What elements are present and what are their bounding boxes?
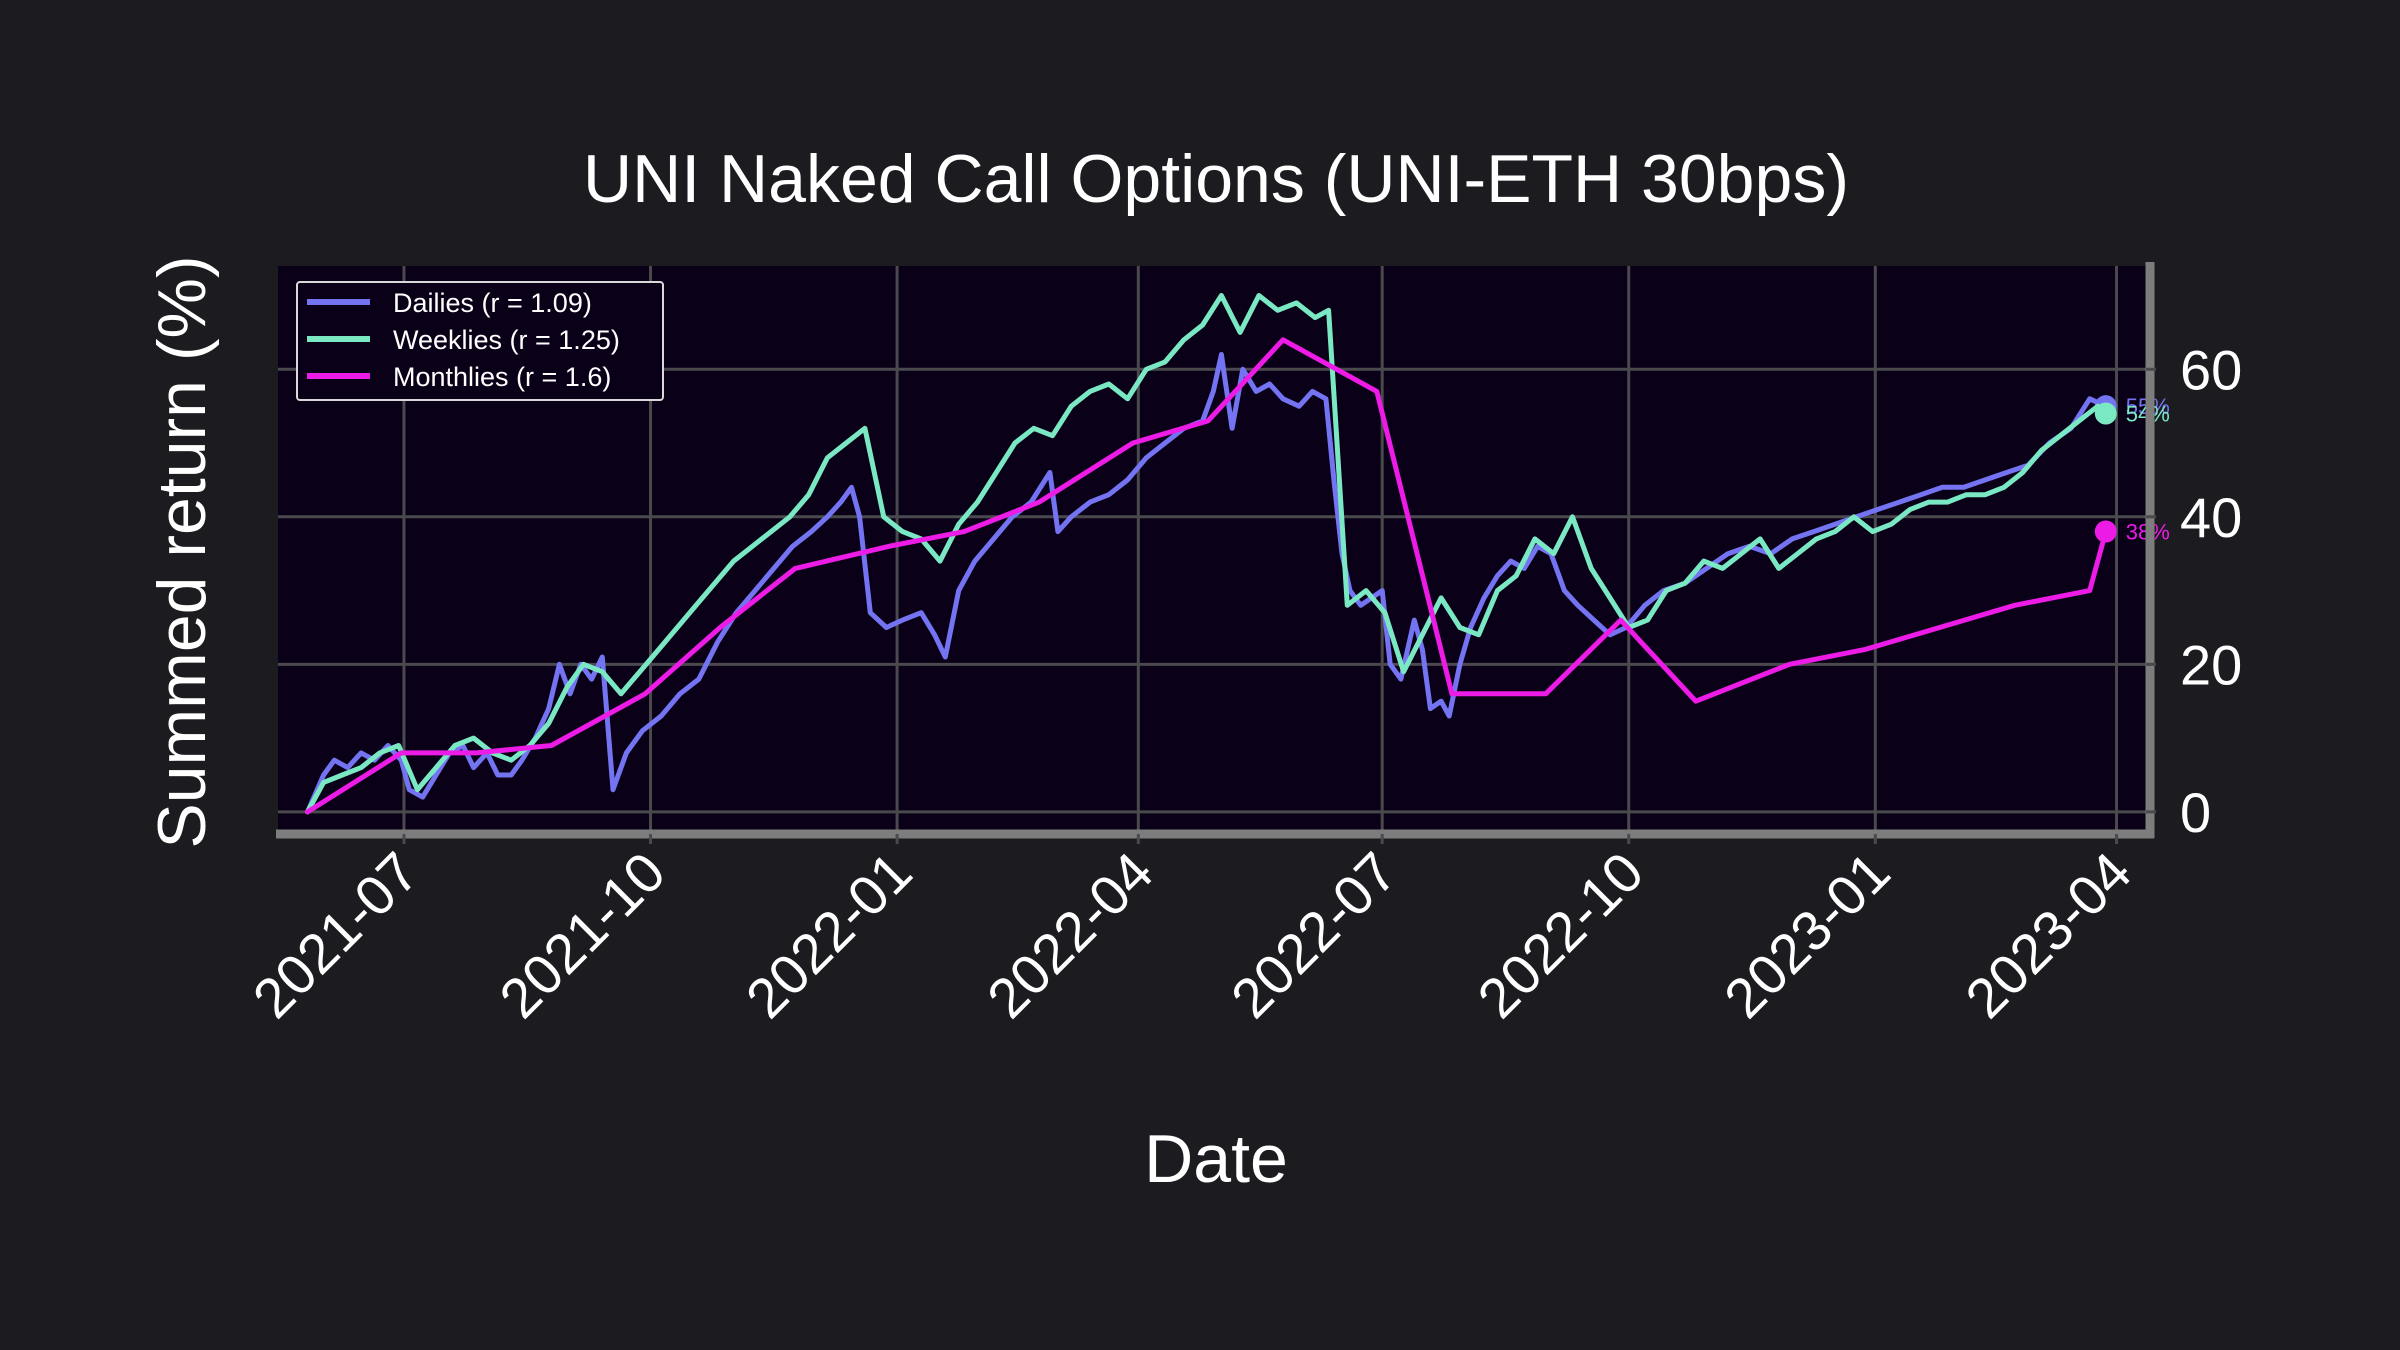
legend: Dailies (r = 1.09) Weeklies (r = 1.25) Mon… [296, 281, 664, 401]
legend-label-dailies: Dailies (r = 1.09) [393, 288, 592, 318]
end-marker-weeklies [2094, 402, 2117, 425]
y-tick-label: 20 [2180, 633, 2242, 696]
legend-label-weeklies: Weeklies (r = 1.25) [393, 325, 620, 355]
grid [278, 266, 2146, 834]
x-tick-label: 2022-01 [734, 840, 924, 1030]
y-tick-label: 0 [2180, 781, 2211, 844]
x-tick-label: 2022-04 [975, 840, 1165, 1030]
series-line-monthlies [305, 337, 2109, 815]
x-tick-label: 2021-10 [487, 840, 677, 1030]
x-axis-label: Date [1144, 1121, 1288, 1197]
x-tick-label: 2023-04 [1953, 840, 2143, 1030]
axes-spines [276, 262, 2155, 839]
y-tick-label: 60 [2180, 338, 2242, 401]
y-axis: 0 20 40 60 [2146, 338, 2242, 844]
chart-title: UNI Naked Call Options (UNI-ETH 30bps) [583, 141, 1849, 217]
legend-label-monthlies: Monthlies (r = 1.6) [393, 362, 611, 392]
legend-box [296, 281, 664, 401]
y-tick-label: 40 [2180, 486, 2242, 549]
y-axis-label: Summed return (%) [144, 255, 220, 848]
series-line-weeklies [305, 293, 2109, 815]
x-tick-label: 2022-07 [1219, 840, 1409, 1030]
x-axis: 2021-07 2021-10 2022-01 2022-04 2022-07 2022-… [241, 834, 2143, 1030]
end-marker-monthlies [2094, 520, 2117, 543]
x-tick-label: 2022-10 [1465, 840, 1655, 1030]
x-tick-label: 2021-07 [241, 840, 431, 1030]
x-tick-label: 2023-01 [1712, 840, 1902, 1030]
